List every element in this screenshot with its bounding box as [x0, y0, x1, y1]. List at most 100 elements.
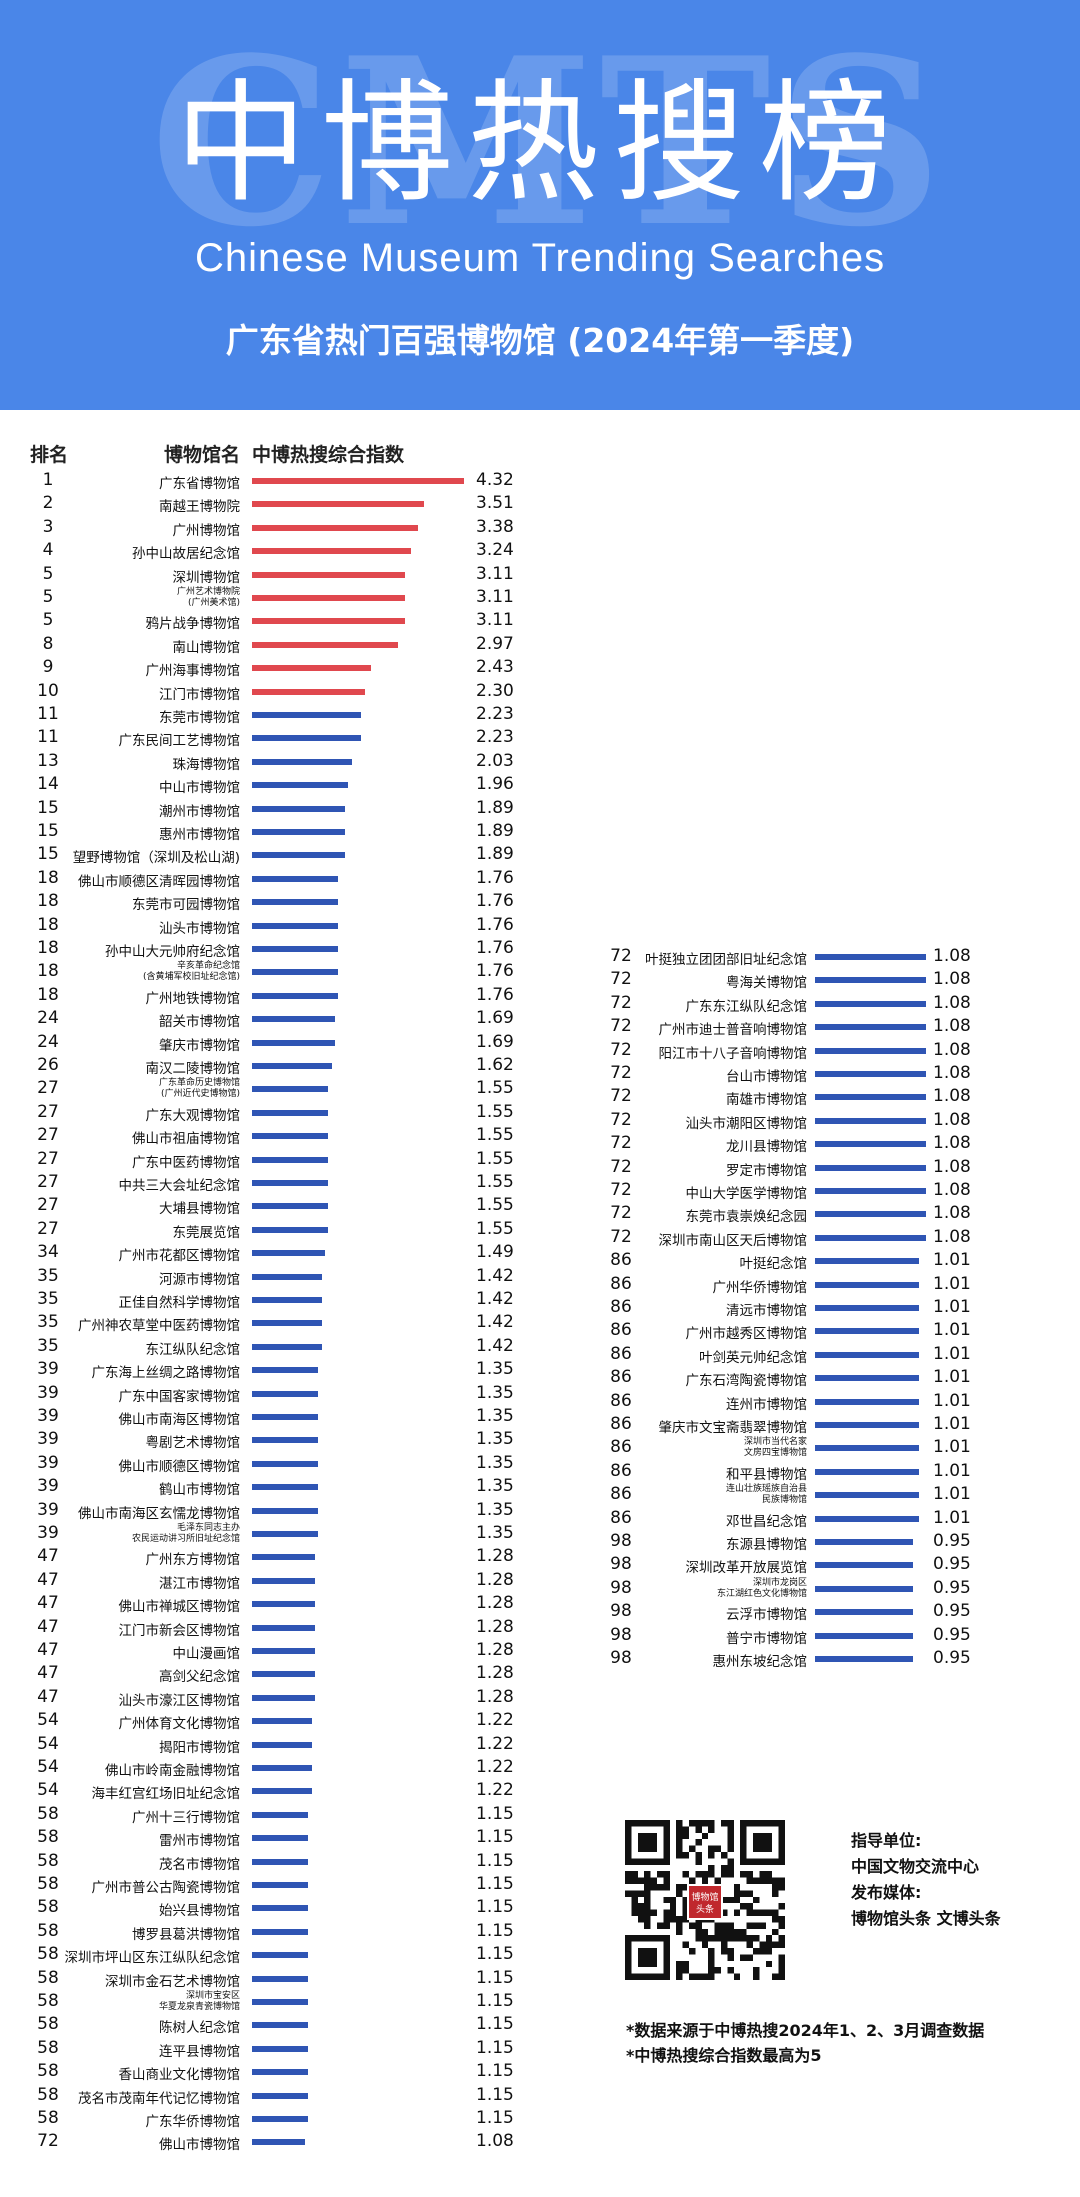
museum-name-label: 湛江市博物馆: [159, 1576, 240, 1592]
index-bar: [815, 1188, 926, 1194]
museum-name-label: 广州十三行博物馆: [132, 1810, 240, 1826]
rank-label: 35: [37, 1312, 59, 1332]
museum-name-label: 广州市普公古陶瓷博物馆: [91, 1880, 241, 1896]
header-watermark: CMTS: [150, 8, 949, 278]
rank-label: 47: [37, 1663, 59, 1683]
index-value-label: 1.22: [476, 1780, 514, 1800]
credits: 指导单位: 中国文物交流中心 发布媒体: 博物馆头条 文博头条: [851, 1828, 1001, 1932]
museum-name-label: 揭阳市博物馆: [159, 1740, 240, 1756]
rank-label: 54: [37, 1757, 59, 1777]
index-value-label: 1.35: [476, 1500, 514, 1520]
index-bar: [252, 1063, 332, 1069]
museum-name-label: 广州艺术博物院 (广州美术馆): [176, 587, 240, 608]
index-value-label: 2.03: [476, 751, 514, 771]
index-value-label: 3.24: [476, 540, 514, 560]
index-bar: [252, 1835, 308, 1841]
index-bar: [252, 899, 338, 905]
rank-label: 11: [37, 704, 59, 724]
index-bar: [252, 1274, 322, 1280]
rank-label: 58: [37, 1968, 59, 1988]
index-value-label: 1.35: [476, 1383, 514, 1403]
index-value-label: 1.76: [476, 961, 514, 981]
index-bar: [252, 1227, 328, 1233]
index-bar: [815, 1492, 919, 1498]
museum-name-label: 广东中医药博物馆: [132, 1155, 240, 1171]
museum-name-label: 佛山市岭南金融博物馆: [105, 1763, 240, 1779]
museum-name-label: 广州东方博物馆: [145, 1552, 241, 1568]
index-bar: [815, 1399, 919, 1405]
rank-label: 5: [42, 564, 54, 584]
index-bar: [252, 1297, 322, 1303]
index-value-label: 1.08: [933, 1227, 971, 1247]
index-bar: [252, 1601, 315, 1607]
rank-label: 27: [37, 1125, 59, 1145]
museum-name-label: 广东民间工艺博物馆: [118, 733, 241, 749]
index-value-label: 0.95: [933, 1648, 971, 1668]
rank-label: 27: [37, 1195, 59, 1215]
rank-label: 98: [610, 1578, 632, 1598]
index-bar: [252, 1180, 328, 1186]
index-value-label: 3.11: [476, 610, 514, 630]
index-value-label: 1.01: [933, 1437, 971, 1457]
museum-name-label: 叶挺独立团团部旧址纪念馆: [645, 952, 807, 968]
museum-name-label: 中共三大会址纪念馆: [118, 1178, 241, 1194]
museum-name-label: 广州博物馆: [172, 523, 241, 539]
index-value-label: 1.08: [933, 1133, 971, 1153]
index-value-label: 3.51: [476, 493, 514, 513]
museum-name-label: 深圳市龙岗区 东江湖红色文化博物馆: [716, 1578, 807, 1599]
museum-name-label: 佛山市祖庙博物馆: [132, 1131, 240, 1147]
index-bar: [252, 595, 405, 601]
index-bar: [252, 501, 424, 507]
museum-name-label: 海丰红宫红场旧址纪念馆: [91, 1786, 241, 1802]
museum-name-label: 广东大观博物馆: [145, 1108, 241, 1124]
index-bar: [815, 1258, 919, 1264]
museum-name-label: 惠州市博物馆: [159, 827, 240, 843]
museum-name-label: 汕头市濠江区博物馆: [118, 1693, 241, 1709]
index-value-label: 1.28: [476, 1546, 514, 1566]
rank-label: 86: [610, 1297, 632, 1317]
index-bar: [815, 1352, 919, 1358]
index-value-label: 1.42: [476, 1266, 514, 1286]
rank-label: 72: [610, 1157, 632, 1177]
rank-label: 24: [37, 1008, 59, 1028]
museum-name-label: 广州神农草堂中医药博物馆: [78, 1318, 240, 1334]
museum-name-label: 连平县博物馆: [159, 2044, 240, 2060]
rank-label: 54: [37, 1780, 59, 1800]
rank-label: 8: [42, 634, 54, 654]
index-bar: [252, 1484, 318, 1490]
rank-label: 58: [37, 1944, 59, 1964]
index-value-label: 0.95: [933, 1554, 971, 1574]
index-bar: [252, 1859, 308, 1865]
rank-label: 11: [37, 727, 59, 747]
index-value-label: 1.08: [933, 1203, 971, 1223]
index-bar: [815, 1094, 926, 1100]
footnote-max: *中博热搜综合指数最高为5: [626, 2046, 822, 2065]
footnote-source: *数据来源于中博热搜2024年1、2、3月调查数据: [626, 2021, 985, 2040]
rank-label: 18: [37, 938, 59, 958]
museum-name-label: 广东东江纵队纪念馆: [685, 999, 808, 1015]
index-value-label: 1.08: [933, 1063, 971, 1083]
museum-name-label: 龙川县博物馆: [726, 1139, 807, 1155]
rank-label: 14: [37, 774, 59, 794]
index-bar: [815, 1282, 919, 1288]
rank-label: 35: [37, 1336, 59, 1356]
rank-label: 72: [610, 1016, 632, 1036]
index-value-label: 1.69: [476, 1032, 514, 1052]
index-value-label: 1.15: [476, 2014, 514, 2034]
index-value-label: 1.76: [476, 868, 514, 888]
rank-label: 24: [37, 1032, 59, 1052]
index-bar: [252, 1812, 308, 1818]
museum-name-label: 陈树人纪念馆: [159, 2020, 240, 2036]
qr-code-icon: [625, 1820, 785, 1980]
index-value-label: 0.95: [933, 1531, 971, 1551]
museum-name-label: 肇庆市博物馆: [159, 1038, 240, 1054]
rank-label: 39: [37, 1500, 59, 1520]
index-bar: [252, 1554, 315, 1560]
index-value-label: 1.01: [933, 1461, 971, 1481]
index-bar: [252, 2069, 308, 2075]
rank-label: 72: [610, 1110, 632, 1130]
index-value-label: 1.49: [476, 1242, 514, 1262]
index-bar: [815, 1609, 913, 1615]
museum-name-label: 南汉二陵博物馆: [145, 1061, 241, 1077]
museum-name-label: 毛泽东同志主办 农民运动讲习所旧址纪念馆: [131, 1523, 240, 1544]
